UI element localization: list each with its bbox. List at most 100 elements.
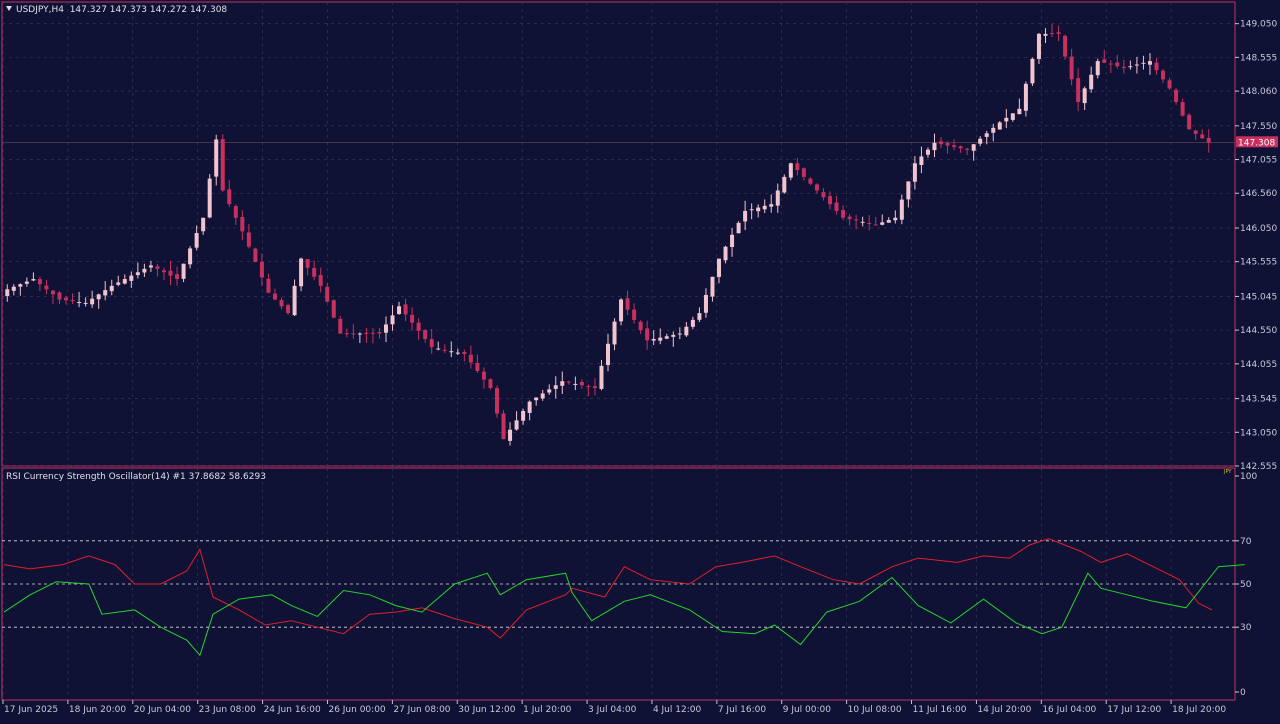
candle-body[interactable] — [377, 331, 382, 334]
candle-body[interactable] — [1082, 88, 1087, 104]
candle-body[interactable] — [579, 382, 584, 386]
candle-body[interactable] — [1030, 58, 1035, 84]
candle-body[interactable] — [403, 304, 408, 315]
candle-body[interactable] — [651, 338, 656, 341]
candle-body[interactable] — [148, 265, 153, 268]
candle-body[interactable] — [1063, 35, 1068, 57]
candle-body[interactable] — [455, 352, 460, 354]
candle-body[interactable] — [703, 294, 708, 313]
candle-body[interactable] — [1180, 102, 1185, 116]
candle-body[interactable] — [142, 268, 147, 273]
candle-body[interactable] — [449, 351, 454, 353]
candle-body[interactable] — [416, 322, 421, 331]
candle-body[interactable] — [625, 298, 630, 310]
candle-body[interactable] — [697, 313, 702, 320]
candle-body[interactable] — [364, 332, 369, 334]
candle-body[interactable] — [338, 318, 343, 334]
candle-body[interactable] — [1141, 62, 1146, 64]
candle-body[interactable] — [462, 351, 467, 354]
candle-body[interactable] — [854, 219, 859, 221]
candle-body[interactable] — [952, 145, 957, 147]
candle-body[interactable] — [801, 168, 806, 177]
candle-body[interactable] — [1200, 134, 1205, 139]
candle-body[interactable] — [305, 258, 310, 268]
candle-body[interactable] — [96, 294, 101, 300]
candle-body[interactable] — [782, 176, 787, 193]
candle-body[interactable] — [619, 299, 624, 322]
candle-body[interactable] — [259, 261, 264, 278]
candle-body[interactable] — [775, 190, 780, 206]
candle-body[interactable] — [899, 199, 904, 220]
candle-body[interactable] — [984, 133, 989, 137]
candle-body[interactable] — [1193, 130, 1198, 134]
candle-body[interactable] — [592, 386, 597, 389]
candle-body[interactable] — [31, 279, 36, 281]
candle-body[interactable] — [925, 149, 930, 155]
candle-body[interactable] — [397, 306, 402, 315]
candle-body[interactable] — [958, 146, 963, 149]
candle-body[interactable] — [1115, 62, 1120, 67]
candle-body[interactable] — [1134, 64, 1139, 66]
candle-body[interactable] — [494, 388, 499, 414]
candle-body[interactable] — [286, 305, 291, 314]
candle-body[interactable] — [240, 216, 245, 232]
candle-body[interactable] — [645, 328, 650, 341]
candle-body[interactable] — [919, 156, 924, 165]
candle-body[interactable] — [1187, 114, 1192, 130]
candle-body[interactable] — [1069, 56, 1074, 80]
candle-body[interactable] — [423, 329, 428, 339]
candle-body[interactable] — [867, 222, 872, 224]
candle-body[interactable] — [468, 354, 473, 363]
candle-body[interactable] — [939, 141, 944, 145]
candle-body[interactable] — [227, 189, 232, 205]
candle-body[interactable] — [181, 263, 186, 279]
candle-body[interactable] — [188, 248, 193, 265]
candle-body[interactable] — [155, 266, 160, 269]
candle-body[interactable] — [1108, 63, 1113, 65]
candle-body[interactable] — [57, 292, 62, 300]
candle-body[interactable] — [116, 282, 121, 285]
candle-body[interactable] — [841, 209, 846, 218]
candle-body[interactable] — [978, 138, 983, 144]
candle-body[interactable] — [299, 258, 304, 287]
candle-body[interactable] — [560, 381, 565, 386]
candle-body[interactable] — [795, 163, 800, 171]
candle-body[interactable] — [756, 207, 761, 212]
candle-body[interactable] — [1056, 32, 1061, 34]
candle-body[interactable] — [370, 332, 375, 334]
indicator-header[interactable]: RSI Currency Strength Oscillator(14) #1 … — [6, 472, 266, 482]
candle-body[interactable] — [325, 286, 330, 302]
candle-body[interactable] — [677, 333, 682, 335]
candle-body[interactable] — [129, 275, 134, 281]
candle-body[interactable] — [344, 333, 349, 335]
candle-body[interactable] — [214, 139, 219, 177]
candle-body[interactable] — [1121, 66, 1126, 68]
candle-body[interactable] — [103, 290, 108, 296]
candle-body[interactable] — [272, 293, 277, 300]
candle-body[interactable] — [893, 217, 898, 221]
candle-body[interactable] — [481, 371, 486, 380]
candle-body[interactable] — [860, 221, 865, 223]
candle-body[interactable] — [1206, 137, 1211, 143]
candle-body[interactable] — [658, 337, 663, 341]
candle-body[interactable] — [64, 297, 69, 301]
candle-body[interactable] — [717, 258, 722, 277]
candle-body[interactable] — [736, 222, 741, 234]
candle-body[interactable] — [1043, 33, 1048, 36]
candle-body[interactable] — [83, 302, 88, 304]
candle-body[interactable] — [788, 163, 793, 178]
candle-body[interactable] — [318, 275, 323, 286]
candle-body[interactable] — [808, 178, 813, 184]
candle-body[interactable] — [24, 281, 29, 284]
candle-body[interactable] — [220, 139, 225, 191]
candle-body[interactable] — [201, 217, 206, 232]
candle-body[interactable] — [77, 302, 82, 304]
candle-body[interactable] — [488, 379, 493, 389]
candle-body[interactable] — [90, 298, 95, 305]
oscillator-series-line[interactable] — [3, 538, 1213, 639]
candle-body[interactable] — [194, 233, 199, 248]
candle-body[interactable] — [1023, 83, 1028, 111]
candle-body[interactable] — [1174, 89, 1179, 102]
candle-body[interactable] — [834, 202, 839, 211]
